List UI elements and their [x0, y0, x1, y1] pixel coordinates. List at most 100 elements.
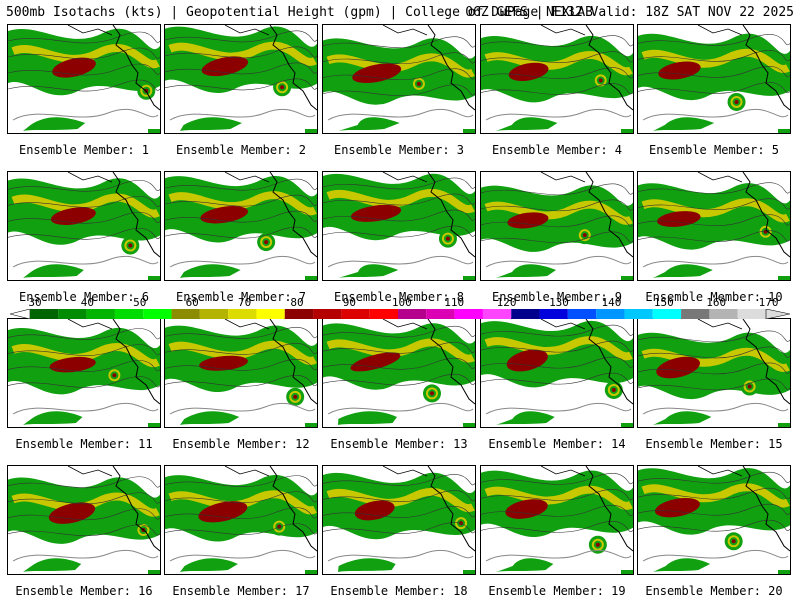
isotach-map: [165, 319, 317, 427]
height-contour: [165, 194, 317, 207]
jet-core-yellow: [168, 490, 317, 515]
colorbar-tick-label: 130: [549, 296, 569, 309]
colorbar-tick-label: 60: [185, 296, 199, 309]
height-contour: [638, 330, 790, 343]
coastline: [269, 466, 317, 552]
colorbar-swatch: [86, 309, 115, 319]
subtropical-jet-band: [496, 411, 555, 425]
colorbar-tick-label: 40: [80, 296, 95, 309]
height-contour: [638, 378, 790, 391]
coastline: [585, 319, 633, 405]
jet-stream-band: [323, 173, 475, 241]
jet-core-yellow: [11, 193, 160, 218]
height-contour: [481, 51, 633, 63]
colorbar-swatch: [199, 309, 229, 319]
height-contour-grey: [485, 402, 632, 415]
jet-fragment: [305, 423, 317, 427]
colorbar-swatch: [114, 309, 144, 319]
cutoff-low-center: [112, 373, 117, 378]
isotach-map: [638, 466, 790, 574]
height-contour: [638, 519, 790, 532]
ensemble-member-caption: Ensemble Member: 17: [172, 584, 310, 598]
colorbar-swatch: [567, 309, 597, 319]
height-contour: [323, 522, 475, 534]
height-contour: [638, 487, 790, 500]
subtropical-jet-band: [338, 117, 400, 131]
ensemble-member-caption: Ensemble Member: 18: [330, 584, 468, 598]
jet-core-yellow: [168, 340, 317, 365]
colorbar-swatch: [143, 309, 172, 319]
height-contour: [638, 230, 790, 242]
jet-core-yellow: [326, 338, 475, 363]
height-contour: [165, 178, 317, 191]
isotach-map: [323, 172, 475, 280]
ensemble-member-caption: Ensemble Member: 19: [488, 584, 626, 598]
height-contour: [481, 521, 633, 533]
coastline: [427, 319, 475, 405]
height-contour: [8, 376, 160, 388]
ensemble-map-panel: [7, 24, 161, 134]
height-contour: [8, 360, 160, 372]
coastline: [540, 172, 586, 183]
jet-max-core: [50, 207, 96, 225]
height-contour-grey: [642, 549, 789, 562]
ensemble-map-panel: [322, 465, 476, 575]
height-contour: [8, 63, 160, 76]
height-contour: [638, 82, 790, 94]
height-contour-grey: [485, 549, 632, 562]
subtropical-jet-band: [338, 264, 399, 278]
cutoff-low-ring: [743, 380, 756, 393]
colorbar-swatch: [398, 309, 427, 319]
cutoff-low-ring: [455, 517, 468, 530]
coastline: [269, 25, 317, 111]
height-contour: [165, 62, 317, 75]
coastline: [697, 466, 743, 477]
isotach-map: [165, 466, 317, 574]
ensemble-map-panel: [637, 24, 791, 134]
height-contour-grey: [12, 255, 159, 268]
ensemble-map-panel: [7, 465, 161, 575]
height-contour: [481, 473, 633, 485]
colorbar-swatch: [58, 309, 87, 319]
height-contour: [8, 524, 160, 537]
cutoff-low-ring: [108, 369, 121, 382]
coastline: [585, 172, 633, 258]
cutoff-low-center: [747, 384, 752, 389]
ensemble-map-panel: [7, 171, 161, 281]
isotach-map: [481, 25, 633, 133]
subtropical-jet-band: [23, 558, 82, 572]
cutoff-low-ring: [441, 232, 454, 245]
height-contour: [165, 523, 317, 535]
height-contour: [8, 196, 160, 208]
height-contour: [638, 198, 790, 210]
jet-fragment: [778, 570, 790, 574]
colorbar-swatch: [171, 309, 200, 319]
jet-fragment: [305, 570, 317, 574]
jet-fragment: [463, 276, 475, 280]
coastline: [697, 172, 743, 183]
coastline: [224, 25, 270, 36]
height-contour: [323, 373, 475, 386]
isotach-map: [481, 172, 633, 280]
colorbar-swatch: [426, 309, 455, 319]
height-contour-grey: [12, 402, 159, 415]
coastline: [540, 319, 586, 330]
height-contour: [8, 492, 160, 505]
subtropical-jet-band: [496, 117, 558, 131]
coastline: [269, 319, 317, 405]
height-contour: [481, 340, 633, 353]
colorbar-swatch: [539, 309, 568, 319]
height-contour-grey: [327, 255, 474, 268]
colorbar-scale: [10, 309, 790, 319]
ensemble-map-panel: [480, 318, 634, 428]
ensemble-member-caption: Ensemble Member: 20: [645, 584, 783, 598]
jet-max-core: [350, 352, 401, 372]
height-contour: [481, 183, 633, 196]
height-contour: [481, 215, 633, 228]
coastline: [427, 172, 475, 258]
height-contour: [323, 357, 475, 370]
subtropical-jet-band: [338, 411, 398, 425]
height-contour: [638, 503, 790, 516]
subtropical-jet-band: [338, 558, 396, 572]
ensemble-member-caption: Ensemble Member: 12: [172, 437, 310, 451]
